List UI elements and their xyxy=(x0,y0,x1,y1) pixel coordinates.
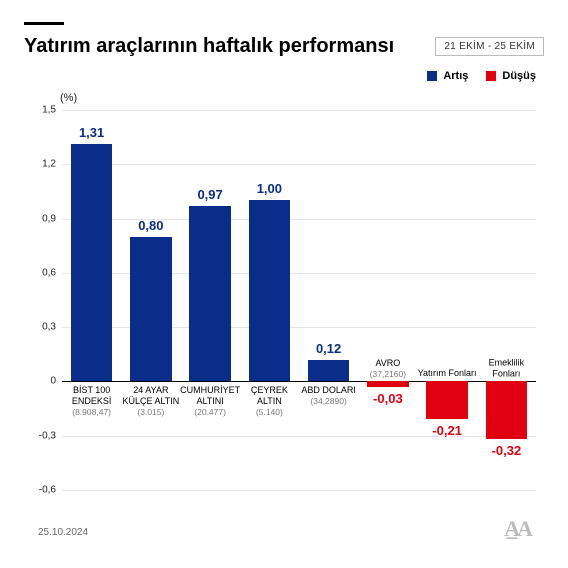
legend-up-label: Artış xyxy=(443,70,468,82)
footer-date: 25.10.2024 xyxy=(38,527,88,538)
y-tick-label: 0,6 xyxy=(28,267,56,278)
bar-chart: -0,6-0,300,30,60,91,21,51,31BİST 100 END… xyxy=(62,110,536,490)
bar: 0,97 xyxy=(189,206,230,382)
y-tick-label: 1,5 xyxy=(28,105,56,116)
legend: Artış Düşüş xyxy=(16,70,536,82)
legend-up: Artış xyxy=(427,70,468,82)
gridline xyxy=(62,490,536,491)
bar: -0,21 xyxy=(426,381,467,419)
y-tick-label: 0,9 xyxy=(28,213,56,224)
gridline xyxy=(62,164,536,165)
category-label: ÇEYREK ALTIN(5.140) xyxy=(238,385,301,417)
y-tick-label: -0,6 xyxy=(28,485,56,496)
bar-value-label: 0,80 xyxy=(138,218,163,233)
bar: 1,31 xyxy=(71,144,112,381)
category-label: Yatırım Fonları xyxy=(416,369,479,380)
category-label: BİST 100 ENDEKSİ(8.908,47) xyxy=(60,385,123,417)
legend-down-swatch xyxy=(486,71,496,81)
header: Yatırım araçlarının haftalık performansı… xyxy=(24,35,544,58)
gridline xyxy=(62,436,536,437)
bar: 0,12 xyxy=(308,360,349,382)
bar: 0,80 xyxy=(130,237,171,382)
category-label: AVRO(37,2160) xyxy=(356,358,419,379)
gridline xyxy=(62,110,536,111)
bar-value-label: 1,31 xyxy=(79,125,104,140)
category-label: 24 AYAR KÜLÇE ALTIN(3.015) xyxy=(119,385,182,417)
bar: -0,32 xyxy=(486,381,527,439)
accent-rule xyxy=(24,22,64,25)
bar-value-label: 0,97 xyxy=(197,187,222,202)
y-axis-unit: (%) xyxy=(60,92,77,104)
y-tick-label: -0,3 xyxy=(28,430,56,441)
bar: 1,00 xyxy=(249,200,290,381)
y-tick-label: 0 xyxy=(28,376,56,387)
gridline xyxy=(62,219,536,220)
category-label: Emeklilik Fonları xyxy=(475,358,538,380)
date-range-badge: 21 EKİM - 25 EKİM xyxy=(435,37,544,56)
y-tick-label: 0,3 xyxy=(28,322,56,333)
legend-up-swatch xyxy=(427,71,437,81)
bar-value-label: -0,03 xyxy=(373,391,403,406)
page-title: Yatırım araçlarının haftalık performansı xyxy=(24,35,435,58)
category-label: CUMHURİYET ALTINI(20.477) xyxy=(179,385,242,417)
bar-value-label: 1,00 xyxy=(257,181,282,196)
bar-value-label: -0,32 xyxy=(492,443,522,458)
legend-down-label: Düşüş xyxy=(502,70,536,82)
y-tick-label: 1,2 xyxy=(28,159,56,170)
legend-down: Düşüş xyxy=(486,70,536,82)
bar-value-label: -0,21 xyxy=(432,423,462,438)
agency-logo: A̲A xyxy=(504,516,530,542)
category-label: ABD DOLARI(34,2890) xyxy=(297,385,360,406)
bar-value-label: 0,12 xyxy=(316,341,341,356)
bar: -0,03 xyxy=(367,381,408,386)
